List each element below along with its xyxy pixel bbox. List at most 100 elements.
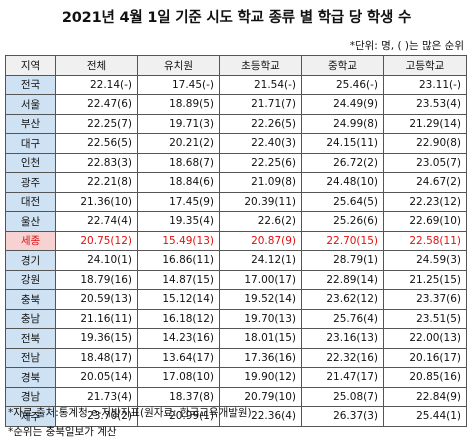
cell-elementary: 22.6(2) [219, 211, 302, 232]
cell-high: 23.37(6) [383, 289, 467, 310]
cell-region: 전북 [5, 328, 56, 349]
cell-elementary: 22.25(6) [219, 152, 302, 173]
table-row: 충남 21.16(11) 16.18(12) 19.70(13) 25.76(4) 23.… [5, 308, 467, 329]
cell-middle: 26.72(2) [301, 152, 384, 173]
cell-region: 광주 [5, 172, 56, 193]
cell-high: 23.05(7) [383, 152, 467, 173]
cell-middle: 26.37(3) [301, 406, 384, 427]
cell-elementary: 20.39(11) [219, 191, 302, 212]
cell-kindergarten: 19.35(4) [137, 211, 220, 232]
cell-all: 20.59(13) [55, 289, 138, 310]
cell-all: 20.05(14) [55, 367, 138, 388]
column-header-all: 전체 [55, 55, 138, 76]
cell-elementary: 21.09(8) [219, 172, 302, 193]
cell-high: 21.25(15) [383, 269, 467, 290]
cell-kindergarten: 17.08(10) [137, 367, 220, 388]
cell-middle: 25.46(-) [301, 74, 384, 95]
table-row: 전국 22.14(-) 17.45(-) 21.54(-) 25.46(-) 23.11(… [5, 74, 467, 95]
cell-elementary: 24.12(1) [219, 250, 302, 271]
cell-region: 전남 [5, 347, 56, 368]
cell-region: 인천 [5, 152, 56, 173]
cell-kindergarten: 18.89(5) [137, 94, 220, 115]
cell-high: 22.69(10) [383, 211, 467, 232]
cell-middle: 25.64(5) [301, 191, 384, 212]
cell-middle: 24.49(9) [301, 94, 384, 115]
cell-all: 22.21(8) [55, 172, 138, 193]
cell-high: 24.67(2) [383, 172, 467, 193]
cell-all: 22.74(4) [55, 211, 138, 232]
table-row: 경기 24.10(1) 16.86(11) 24.12(1) 28.79(1) 24.59… [5, 250, 467, 271]
cell-all: 22.56(5) [55, 133, 138, 154]
table-row: 전북 19.36(15) 14.23(16) 18.01(15) 23.16(13) 22… [5, 328, 467, 349]
cell-elementary: 17.00(17) [219, 269, 302, 290]
cell-elementary: 21.71(7) [219, 94, 302, 115]
cell-high: 22.90(8) [383, 133, 467, 154]
cell-kindergarten: 20.99(1) [137, 406, 220, 427]
cell-region: 전국 [5, 74, 56, 95]
cell-all: 22.25(7) [55, 113, 138, 134]
column-header-elementary: 초등학교 [219, 55, 302, 76]
cell-high: 23.51(5) [383, 308, 467, 329]
cell-middle: 25.76(4) [301, 308, 384, 329]
cell-kindergarten: 17.45(9) [137, 191, 220, 212]
cell-kindergarten: 18.68(7) [137, 152, 220, 173]
cell-region: 경북 [5, 367, 56, 388]
table-row: 경남 21.73(4) 18.37(8) 20.79(10) 25.08(7) 22.84… [5, 386, 467, 407]
cell-region: 울산 [5, 211, 56, 232]
cell-elementary: 17.36(16) [219, 347, 302, 368]
cell-all: 24.10(1) [55, 250, 138, 271]
page-title: 2021년 4월 1일 기준 시도 학교 종류 별 학급 당 학생 수 [61, 10, 412, 26]
cell-elementary: 20.87(9) [219, 230, 302, 251]
cell-region: 충남 [5, 308, 56, 329]
student-per-class-table: 지역 전체 유치원 초등학교 중학교 고등학교 전국 22.14(-) 17.45(… [5, 55, 467, 427]
cell-kindergarten: 18.37(8) [137, 386, 220, 407]
cell-region: 세종 [5, 230, 56, 251]
cell-high: 22.84(9) [383, 386, 467, 407]
cell-middle: 22.89(14) [301, 269, 384, 290]
table-row: 부산 22.25(7) 19.71(3) 22.26(5) 24.99(8) 21.29(… [5, 113, 467, 134]
cell-high: 21.29(14) [383, 113, 467, 134]
cell-kindergarten: 15.12(14) [137, 289, 220, 310]
table-row: 서울 22.47(6) 18.89(5) 21.71(7) 24.49(9) 23.53(… [5, 94, 467, 115]
cell-middle: 23.16(13) [301, 328, 384, 349]
table-row: 대전 21.36(10) 17.45(9) 20.39(11) 25.64(5) 22.2… [5, 191, 467, 212]
cell-high: 22.00(13) [383, 328, 467, 349]
cell-region: 강원 [5, 269, 56, 290]
column-header-high: 고등학교 [383, 55, 467, 76]
cell-elementary: 20.79(10) [219, 386, 302, 407]
cell-region: 제주 [5, 406, 56, 427]
cell-high: 20.85(16) [383, 367, 467, 388]
cell-all: 18.79(16) [55, 269, 138, 290]
table-row: 강원 18.79(16) 14.87(15) 17.00(17) 22.89(14) 21… [5, 269, 467, 290]
cell-kindergarten: 20.21(2) [137, 133, 220, 154]
cell-all: 19.36(15) [55, 328, 138, 349]
cell-all: 23.70(2) [55, 406, 138, 427]
cell-kindergarten: 15.49(13) [137, 230, 220, 251]
cell-region: 대구 [5, 133, 56, 154]
cell-elementary: 18.01(15) [219, 328, 302, 349]
cell-high: 22.23(12) [383, 191, 467, 212]
cell-high: 23.11(-) [383, 74, 467, 95]
cell-middle: 23.62(12) [301, 289, 384, 310]
cell-middle: 25.26(6) [301, 211, 384, 232]
cell-middle: 21.47(17) [301, 367, 384, 388]
cell-all: 22.14(-) [55, 74, 138, 95]
cell-kindergarten: 18.84(6) [137, 172, 220, 193]
cell-all: 22.47(6) [55, 94, 138, 115]
cell-high: 22.58(11) [383, 230, 467, 251]
cell-kindergarten: 13.64(17) [137, 347, 220, 368]
cell-all: 22.83(3) [55, 152, 138, 173]
cell-middle: 22.32(16) [301, 347, 384, 368]
cell-middle: 28.79(1) [301, 250, 384, 271]
cell-region: 충북 [5, 289, 56, 310]
table-row: 제주 23.70(2) 20.99(1) 22.36(4) 26.37(3) 25.44(… [5, 406, 467, 427]
table-row: 대구 22.56(5) 20.21(2) 22.40(3) 24.15(11) 22.90… [5, 133, 467, 154]
footnote-ranking: *순위는 충북일보가 계산 [8, 426, 117, 438]
cell-elementary: 22.36(4) [219, 406, 302, 427]
cell-kindergarten: 16.86(11) [137, 250, 220, 271]
cell-all: 20.75(12) [55, 230, 138, 251]
table-row: 울산 22.74(4) 19.35(4) 22.6(2) 25.26(6) 22.69(1… [5, 211, 467, 232]
cell-all: 21.36(10) [55, 191, 138, 212]
table-row: 경북 20.05(14) 17.08(10) 19.90(12) 21.47(17) 20… [5, 367, 467, 388]
table-row: 인천 22.83(3) 18.68(7) 22.25(6) 26.72(2) 23.05(… [5, 152, 467, 173]
